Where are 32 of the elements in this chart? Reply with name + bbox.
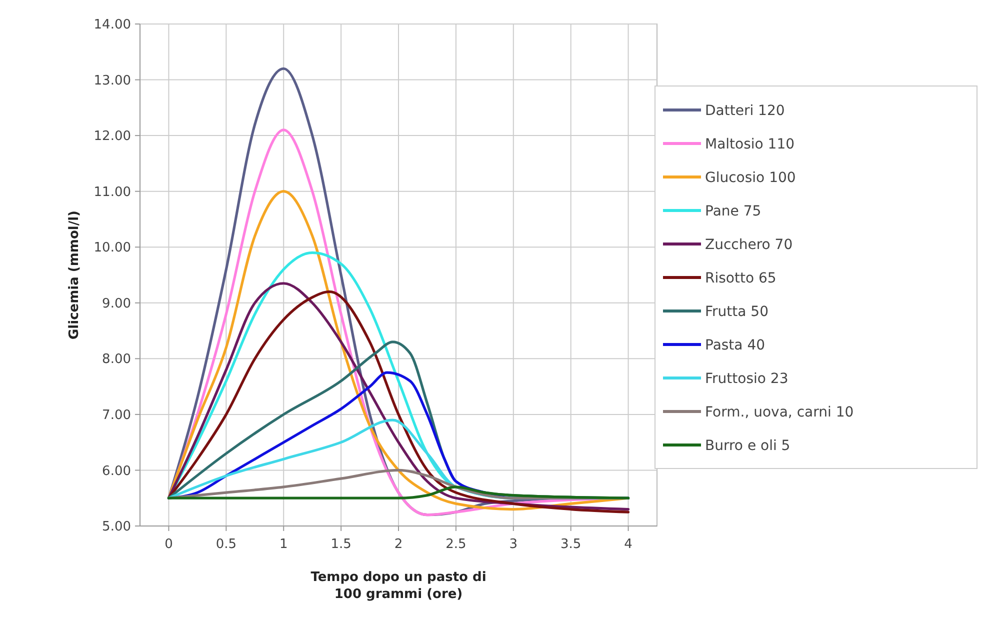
y-tick-label: 11.00 <box>94 184 131 200</box>
x-tick-label: 2.5 <box>446 537 466 552</box>
y-axis-title: Glicemia (mmol/l) <box>67 210 82 340</box>
y-tick-label: 13.00 <box>94 73 131 88</box>
legend-label: Pasta 40 <box>705 337 766 354</box>
x-tick-label: 2 <box>394 537 403 552</box>
x-tick-label: 4 <box>624 537 632 552</box>
legend-label: Burro e oli 5 <box>705 438 790 454</box>
legend-label: Zucchero 70 <box>705 236 793 253</box>
y-tick-label: 7.00 <box>102 408 131 423</box>
x-tick-label: 1.5 <box>330 537 352 552</box>
legend-label: Glucosio 100 <box>705 170 796 186</box>
legend-label: Maltosio 110 <box>705 136 795 152</box>
y-tick-label: 8.00 <box>102 352 131 368</box>
legend-label: Frutta 50 <box>705 304 768 320</box>
legend-label: Fruttosio 23 <box>705 370 788 387</box>
x-tick-label: 3 <box>509 537 518 552</box>
x-tick-label: 0.5 <box>216 537 237 552</box>
x-tick-label: 1 <box>279 537 288 552</box>
y-tick-label: 5.00 <box>102 520 131 535</box>
legend-label: Risotto 65 <box>705 270 776 286</box>
y-tick-label: 12.00 <box>94 129 131 144</box>
legend-label: Datteri 120 <box>705 102 785 119</box>
y-tick-label: 14.00 <box>94 18 131 33</box>
x-tick-label: 3.5 <box>560 537 582 552</box>
y-tick-label: 10.00 <box>94 240 131 256</box>
legend-label: Form., uova, carni 10 <box>705 404 854 420</box>
legend-label: Pane 75 <box>705 203 762 220</box>
x-axis-title: Tempo dopo un pasto di 100 grammi (ore) <box>310 570 486 602</box>
y-tick-label: 9.00 <box>102 296 131 312</box>
x-tick-label: 0 <box>164 537 173 552</box>
y-tick-label: 6.00 <box>102 464 131 479</box>
